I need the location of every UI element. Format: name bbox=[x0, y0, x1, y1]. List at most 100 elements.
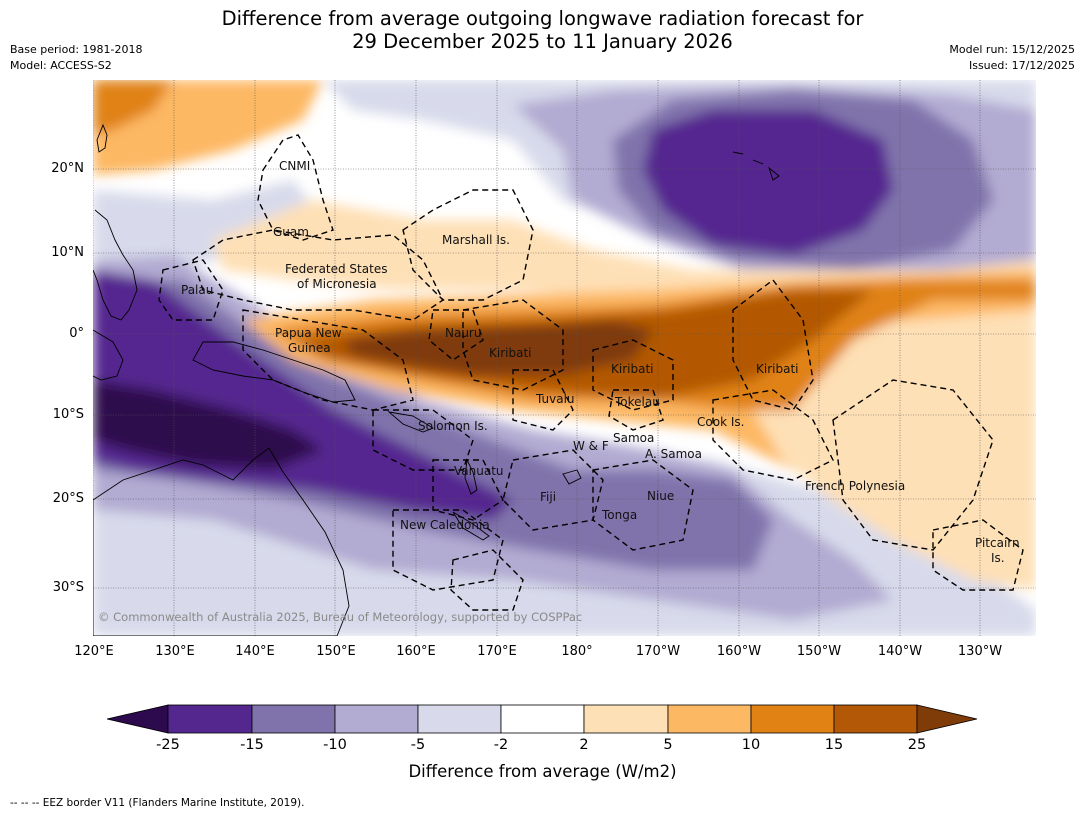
label-tonga: Tonga bbox=[601, 508, 637, 522]
colorbar-tick-n15: -15 bbox=[240, 737, 264, 753]
coast-philippines bbox=[93, 209, 138, 321]
lon-label-170w: 170°W bbox=[635, 644, 681, 659]
label-pitcairn-1: Pitcairn bbox=[975, 536, 1020, 550]
colorbar-segment-n15-10 bbox=[251, 704, 336, 734]
coast-fiji bbox=[562, 469, 582, 485]
colorbar-tick-p25: 25 bbox=[907, 737, 927, 753]
coast-new-guinea bbox=[192, 341, 356, 403]
label-cnmi: CNMI bbox=[279, 159, 310, 173]
model-name: Model: ACCESS-S2 bbox=[10, 59, 112, 72]
label-fiji: Fiji bbox=[540, 490, 556, 504]
field-darkest-purple bbox=[93, 380, 323, 470]
lat-label-20s: 20°S bbox=[52, 491, 84, 506]
lon-label-150e: 150°E bbox=[316, 644, 356, 659]
label-tuvalu: Tuvalu bbox=[535, 392, 575, 406]
title-line-2: 29 December 2025 to 11 January 2026 bbox=[352, 30, 733, 53]
label-png-2: Guinea bbox=[288, 341, 331, 355]
model-run: Model run: 15/12/2025 bbox=[949, 43, 1075, 56]
lat-label-10n: 10°N bbox=[51, 245, 84, 260]
anomaly-field bbox=[93, 80, 1036, 636]
eez-palau bbox=[158, 259, 224, 321]
colorbar-extend-high bbox=[916, 704, 978, 734]
eez-solomon bbox=[372, 409, 474, 471]
place-labels: CNMI Guam Marshall Is. Federated States … bbox=[181, 159, 1020, 565]
issued-date: Issued: 17/12/2025 bbox=[968, 59, 1075, 72]
colorbar-tick-p10: 10 bbox=[741, 737, 761, 753]
colorbar-segment-n10-5 bbox=[334, 704, 419, 734]
colorbar-tick-p5: 5 bbox=[663, 737, 673, 753]
field-light-purple-west bbox=[93, 180, 323, 280]
colorbar-label: Difference from average (W/m2) bbox=[408, 762, 677, 781]
label-wf: W & F bbox=[573, 439, 609, 453]
colorbar-segment-p5-10 bbox=[667, 704, 752, 734]
label-samoa: Samoa bbox=[613, 431, 654, 445]
lat-label-0: 0° bbox=[69, 326, 84, 341]
colorbar-tick-p15: 15 bbox=[824, 737, 844, 753]
colorbar-segment-p15-25 bbox=[833, 704, 918, 734]
label-kiribati-west: Kiribati bbox=[489, 346, 531, 360]
eez-new-caledonia bbox=[392, 509, 504, 591]
eez-tokelau bbox=[608, 389, 664, 431]
coast-borneo-sulawesi bbox=[93, 329, 124, 381]
field-dark-purple-south bbox=[93, 280, 773, 570]
coastlines bbox=[93, 123, 780, 636]
label-niue: Niue bbox=[647, 489, 674, 503]
colorbar-segment-p10-15 bbox=[750, 704, 835, 734]
lat-label-10s: 10°S bbox=[52, 407, 84, 422]
lon-label-180: 180° bbox=[561, 644, 593, 659]
base-period: Base period: 1981-2018 bbox=[10, 43, 143, 56]
gridlines bbox=[93, 80, 1036, 636]
field-deep-orange-nw bbox=[93, 80, 173, 135]
label-pitcairn-2: Is. bbox=[991, 551, 1005, 565]
label-kiribati-central: Kiribati bbox=[611, 362, 653, 376]
eez-french-polynesia bbox=[832, 379, 994, 551]
chart-title: Difference from average outgoing longwav… bbox=[0, 7, 1085, 53]
label-marshall: Marshall Is. bbox=[442, 233, 510, 247]
eez-borders bbox=[158, 134, 1024, 611]
label-vanuatu: Vanuatu bbox=[454, 464, 504, 478]
eez-kiribati-east bbox=[732, 279, 814, 411]
coast-new-caledonia bbox=[452, 511, 490, 541]
label-tokelau: Tokelau bbox=[614, 395, 660, 409]
coast-taiwan bbox=[96, 123, 108, 153]
eez-kiribati-central bbox=[592, 339, 674, 411]
title-line-1: Difference from average outgoing longwav… bbox=[221, 7, 864, 30]
colorbar-tick-n10: -10 bbox=[323, 737, 347, 753]
label-fsm-2: of Micronesia bbox=[297, 277, 377, 291]
label-cook: Cook Is. bbox=[697, 415, 744, 429]
copyright-notice: © Commonwealth of Australia 2025, Bureau… bbox=[98, 610, 582, 624]
coast-solomon bbox=[387, 411, 435, 433]
lon-label-170e: 170°E bbox=[477, 644, 517, 659]
eez-marshall bbox=[402, 189, 534, 301]
colorbar-segment-n2-2 bbox=[500, 704, 585, 734]
label-asamoa: A. Samoa bbox=[645, 447, 702, 461]
coast-australia bbox=[93, 447, 350, 636]
label-french-polynesia: French Polynesia bbox=[805, 479, 905, 493]
colorbar-tick-n2: -2 bbox=[493, 737, 509, 753]
map-canvas: CNMI Guam Marshall Is. Federated States … bbox=[93, 80, 1036, 636]
lon-label-140e: 140°E bbox=[235, 644, 275, 659]
label-new-caledonia: New Caledonia bbox=[400, 518, 490, 532]
colorbar-segment-n5-2 bbox=[417, 704, 502, 734]
label-guam: Guam bbox=[273, 225, 309, 239]
eez-pitcairn bbox=[932, 519, 1024, 591]
label-nauru: Nauru bbox=[445, 326, 481, 340]
eez-footnote: -- -- -- EEZ border V11 (Flanders Marine… bbox=[10, 797, 305, 809]
lon-label-160e: 160°E bbox=[396, 644, 436, 659]
colorbar bbox=[106, 704, 978, 734]
colorbar-extend-low bbox=[106, 704, 169, 734]
colorbar-tick-n25: -25 bbox=[156, 737, 180, 753]
label-kiribati-east: Kiribati bbox=[756, 362, 798, 376]
label-fsm-1: Federated States bbox=[285, 262, 387, 276]
meta-left: Base period: 1981-2018 Model: ACCESS-S2 bbox=[10, 42, 142, 74]
label-png-1: Papua New bbox=[275, 326, 342, 340]
field-tan-southeast bbox=[753, 310, 1036, 590]
eez-kermadec bbox=[450, 549, 524, 611]
coast-vanuatu bbox=[464, 458, 478, 495]
eez-cnmi bbox=[257, 134, 334, 241]
eez-tonga-niue bbox=[592, 459, 694, 551]
label-solomon: Solomon Is. bbox=[418, 419, 488, 433]
meta-right: Model run: 15/12/2025 Issued: 17/12/2025 bbox=[949, 42, 1075, 74]
colorbar-tick-p2: 2 bbox=[579, 737, 589, 753]
colorbar-segment-n25-15 bbox=[167, 704, 253, 734]
